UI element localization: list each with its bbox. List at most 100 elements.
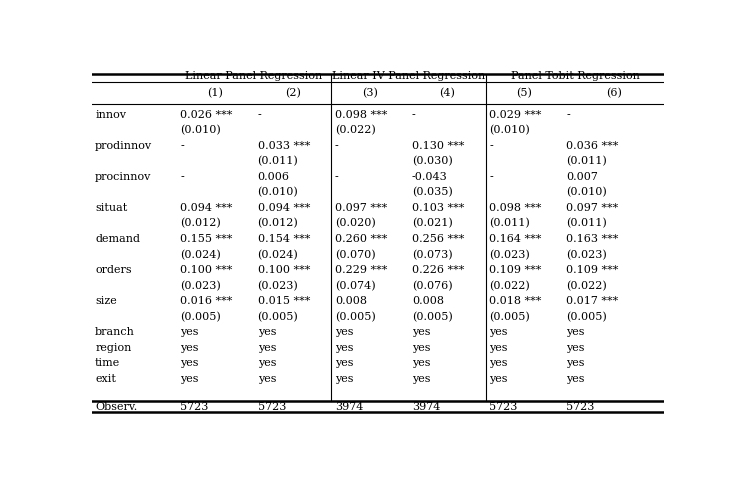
Text: (0.023): (0.023) bbox=[258, 280, 298, 291]
Text: 0.130 ***: 0.130 *** bbox=[412, 141, 464, 151]
Text: 0.226 ***: 0.226 *** bbox=[412, 265, 464, 275]
Text: 0.154 ***: 0.154 *** bbox=[258, 234, 310, 244]
Text: (0.030): (0.030) bbox=[412, 156, 452, 167]
Text: (3): (3) bbox=[362, 87, 378, 98]
Text: 3974: 3974 bbox=[412, 401, 441, 411]
Text: yes: yes bbox=[258, 327, 276, 337]
Text: (0.023): (0.023) bbox=[566, 250, 607, 260]
Text: yes: yes bbox=[335, 343, 354, 353]
Text: yes: yes bbox=[258, 358, 276, 368]
Text: 0.094 ***: 0.094 *** bbox=[258, 203, 310, 213]
Text: (0.022): (0.022) bbox=[566, 280, 607, 291]
Text: Panel Tobit Regression: Panel Tobit Regression bbox=[511, 71, 639, 81]
Text: 0.017 ***: 0.017 *** bbox=[566, 296, 618, 306]
Text: 3974: 3974 bbox=[335, 401, 363, 411]
Text: Linear IV Panel Regression: Linear IV Panel Regression bbox=[332, 71, 485, 81]
Text: (0.005): (0.005) bbox=[412, 312, 452, 322]
Text: -: - bbox=[566, 110, 570, 120]
Text: (0.010): (0.010) bbox=[258, 187, 298, 198]
Text: (4): (4) bbox=[439, 87, 455, 98]
Text: (0.024): (0.024) bbox=[258, 250, 298, 260]
Text: size: size bbox=[95, 296, 117, 306]
Text: (0.074): (0.074) bbox=[335, 280, 376, 291]
Text: (0.010): (0.010) bbox=[180, 125, 221, 135]
Text: situat: situat bbox=[95, 203, 128, 213]
Text: 0.109 ***: 0.109 *** bbox=[489, 265, 542, 275]
Text: 5723: 5723 bbox=[566, 401, 595, 411]
Text: time: time bbox=[95, 358, 120, 368]
Text: (0.076): (0.076) bbox=[412, 280, 452, 291]
Text: -: - bbox=[258, 110, 261, 120]
Text: (0.022): (0.022) bbox=[335, 125, 376, 135]
Text: (0.021): (0.021) bbox=[412, 218, 452, 228]
Text: 0.016 ***: 0.016 *** bbox=[180, 296, 232, 306]
Text: prodinnov: prodinnov bbox=[95, 141, 152, 151]
Text: 0.164 ***: 0.164 *** bbox=[489, 234, 542, 244]
Text: -: - bbox=[180, 172, 184, 182]
Text: (6): (6) bbox=[606, 87, 621, 98]
Text: (0.070): (0.070) bbox=[335, 250, 376, 260]
Text: 0.100 ***: 0.100 *** bbox=[180, 265, 232, 275]
Text: yes: yes bbox=[412, 327, 430, 337]
Text: (0.023): (0.023) bbox=[489, 250, 530, 260]
Text: 0.094 ***: 0.094 *** bbox=[180, 203, 232, 213]
Text: 0.109 ***: 0.109 *** bbox=[566, 265, 618, 275]
Text: 0.100 ***: 0.100 *** bbox=[258, 265, 310, 275]
Text: 0.029 ***: 0.029 *** bbox=[489, 110, 542, 120]
Text: -: - bbox=[412, 110, 415, 120]
Text: (0.005): (0.005) bbox=[335, 312, 376, 322]
Text: (2): (2) bbox=[285, 87, 300, 98]
Text: yes: yes bbox=[335, 327, 354, 337]
Text: yes: yes bbox=[489, 327, 508, 337]
Text: (0.005): (0.005) bbox=[180, 312, 221, 322]
Text: 0.007: 0.007 bbox=[566, 172, 599, 182]
Text: (0.073): (0.073) bbox=[412, 250, 452, 260]
Text: yes: yes bbox=[412, 343, 430, 353]
Text: demand: demand bbox=[95, 234, 140, 244]
Text: 0.008: 0.008 bbox=[335, 296, 367, 306]
Text: yes: yes bbox=[258, 343, 276, 353]
Text: yes: yes bbox=[180, 327, 199, 337]
Text: 0.103 ***: 0.103 *** bbox=[412, 203, 464, 213]
Text: -0.043: -0.043 bbox=[412, 172, 448, 182]
Text: (0.011): (0.011) bbox=[566, 156, 607, 167]
Text: innov: innov bbox=[95, 110, 126, 120]
Text: yes: yes bbox=[180, 343, 199, 353]
Text: 0.097 ***: 0.097 *** bbox=[335, 203, 387, 213]
Text: yes: yes bbox=[180, 374, 199, 384]
Text: yes: yes bbox=[566, 374, 585, 384]
Text: -: - bbox=[180, 141, 184, 151]
Text: 0.256 ***: 0.256 *** bbox=[412, 234, 464, 244]
Text: (0.005): (0.005) bbox=[566, 312, 607, 322]
Text: 0.008: 0.008 bbox=[412, 296, 444, 306]
Text: region: region bbox=[95, 343, 131, 353]
Text: yes: yes bbox=[489, 358, 508, 368]
Text: yes: yes bbox=[335, 374, 354, 384]
Text: 0.033 ***: 0.033 *** bbox=[258, 141, 310, 151]
Text: 0.097 ***: 0.097 *** bbox=[566, 203, 618, 213]
Text: 0.006: 0.006 bbox=[258, 172, 289, 182]
Text: 0.163 ***: 0.163 *** bbox=[566, 234, 618, 244]
Text: (0.011): (0.011) bbox=[489, 218, 530, 228]
Text: 5723: 5723 bbox=[258, 401, 286, 411]
Text: -: - bbox=[335, 172, 339, 182]
Text: (5): (5) bbox=[517, 87, 532, 98]
Text: 0.098 ***: 0.098 *** bbox=[489, 203, 542, 213]
Text: (0.012): (0.012) bbox=[180, 218, 221, 228]
Text: yes: yes bbox=[566, 343, 585, 353]
Text: Observ.: Observ. bbox=[95, 401, 137, 411]
Text: 0.015 ***: 0.015 *** bbox=[258, 296, 310, 306]
Text: yes: yes bbox=[489, 374, 508, 384]
Text: yes: yes bbox=[412, 358, 430, 368]
Text: (0.011): (0.011) bbox=[258, 156, 298, 167]
Text: 0.260 ***: 0.260 *** bbox=[335, 234, 387, 244]
Text: (0.020): (0.020) bbox=[335, 218, 376, 228]
Text: Linear Panel Regression: Linear Panel Regression bbox=[185, 71, 323, 81]
Text: 0.018 ***: 0.018 *** bbox=[489, 296, 542, 306]
Text: (0.024): (0.024) bbox=[180, 250, 221, 260]
Text: 0.229 ***: 0.229 *** bbox=[335, 265, 387, 275]
Text: 0.036 ***: 0.036 *** bbox=[566, 141, 618, 151]
Text: -: - bbox=[335, 141, 339, 151]
Text: orders: orders bbox=[95, 265, 132, 275]
Text: (0.011): (0.011) bbox=[566, 218, 607, 228]
